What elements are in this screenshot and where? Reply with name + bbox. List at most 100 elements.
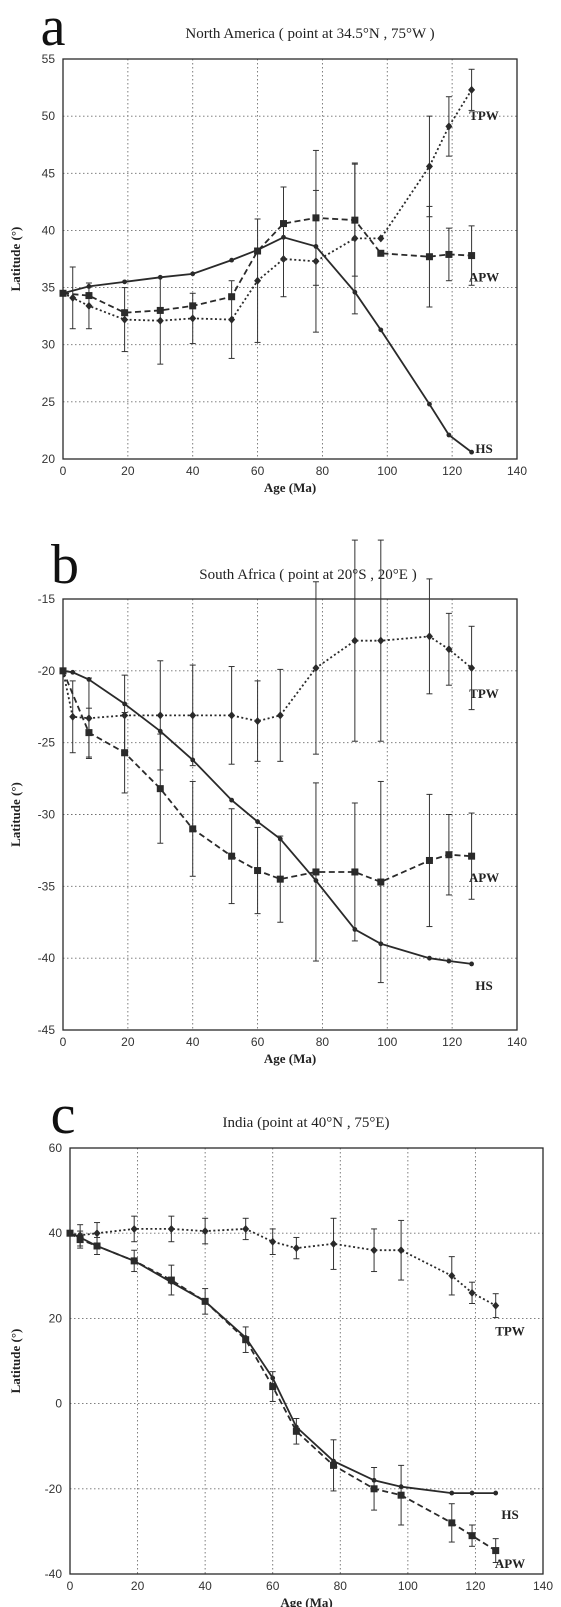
series-apw: APW [59,149,499,317]
data-point [445,122,453,131]
data-point [331,1458,336,1464]
data-point [469,449,474,455]
data-point [377,636,385,645]
panel-letter: b [51,534,79,596]
series-label-tpw: TPW [469,686,499,701]
data-point [397,1491,405,1499]
data-point [255,247,260,253]
y-tick-label: 25 [42,395,56,409]
data-point [446,432,452,438]
data-point [85,301,93,310]
data-point [425,632,433,641]
y-tick-label: -25 [38,736,56,750]
y-tick-label: 30 [42,338,56,352]
data-point [292,1244,300,1253]
data-point [425,856,433,864]
data-point [189,314,197,323]
series-hs: HS [60,234,493,456]
x-tick-label: 40 [186,464,200,478]
data-point [190,757,196,763]
data-point [156,306,164,314]
data-point [69,293,77,302]
data-point [469,961,474,967]
data-point [157,274,163,280]
y-tick-label: 45 [42,166,56,180]
chart-title: India (point at 40°N , 75°E) [223,1115,390,1131]
data-point [130,1224,138,1233]
plot-frame [62,598,518,1031]
data-point [446,958,452,964]
x-tick-label: 100 [377,464,397,478]
y-tick-label: 20 [49,1311,63,1325]
data-point [228,711,236,720]
y-tick-label: 40 [49,1226,63,1240]
x-tick-label: 60 [251,1035,265,1049]
x-tick-label: 140 [533,1579,553,1593]
data-point [228,852,236,860]
y-tick-label: 0 [55,1397,62,1411]
series-hs: HS [60,668,493,993]
x-tick-label: 80 [334,1579,348,1593]
series-line [62,216,472,314]
data-point [448,1519,456,1527]
x-tick-label: 0 [60,1035,67,1049]
data-point [313,244,319,249]
x-tick-label: 140 [507,1035,527,1049]
y-tick-label: 60 [49,1141,63,1155]
series-label-apw: APW [495,1556,525,1571]
data-point [202,1298,208,1304]
x-tick-label: 80 [316,1035,330,1049]
data-point [276,711,284,720]
data-point [468,852,476,860]
x-axis-label: Age (Ma) [264,1051,316,1066]
data-point [94,1243,100,1249]
data-point [378,941,384,947]
data-point [201,1227,209,1236]
series-tpw: TPW [59,68,499,365]
data-point [398,1484,404,1490]
x-tick-label: 40 [198,1579,212,1593]
series-label-hs: HS [475,978,492,993]
plot-frame [62,58,518,460]
data-point [377,878,385,886]
data-point [492,1301,500,1310]
x-tick-label: 120 [442,1035,462,1049]
data-point [330,1239,338,1248]
data-point [269,1237,277,1246]
x-tick-label: 60 [266,1579,280,1593]
data-point [122,279,128,285]
data-point [469,1490,475,1496]
data-point [281,234,286,240]
data-point [352,927,358,932]
x-tick-label: 0 [67,1579,74,1593]
data-point [468,663,476,672]
data-point [445,250,453,258]
data-point [242,1224,250,1233]
data-point [449,1490,455,1496]
y-tick-label: 20 [42,452,56,466]
data-point [254,867,262,875]
data-point [67,1230,73,1236]
panel-c: c India (point at 40°N , 75°E) 0 20 40 60 80 10… [8,1084,553,1607]
y-tick-label: -30 [38,808,56,822]
x-tick-label: 0 [60,464,67,478]
panel-b: b South Africa ( point at 20°S , 20°E ) 0 2… [8,534,527,1066]
data-point [156,711,164,720]
series-line [69,1232,496,1494]
y-tick-label: -45 [38,1023,56,1037]
series-line [62,89,473,322]
series-hs: HS [67,1230,519,1522]
data-point [492,1547,500,1555]
x-tick-label: 120 [465,1579,485,1593]
series-label-apw: APW [469,870,499,885]
x-tick-label: 20 [131,1579,145,1593]
data-point [189,825,197,833]
x-tick-label: 20 [121,1035,135,1049]
data-point [270,1375,276,1381]
data-point [425,162,433,171]
series-label-tpw: TPW [495,1324,525,1339]
data-point [427,401,432,407]
data-point [378,327,384,333]
data-point [77,1235,83,1240]
